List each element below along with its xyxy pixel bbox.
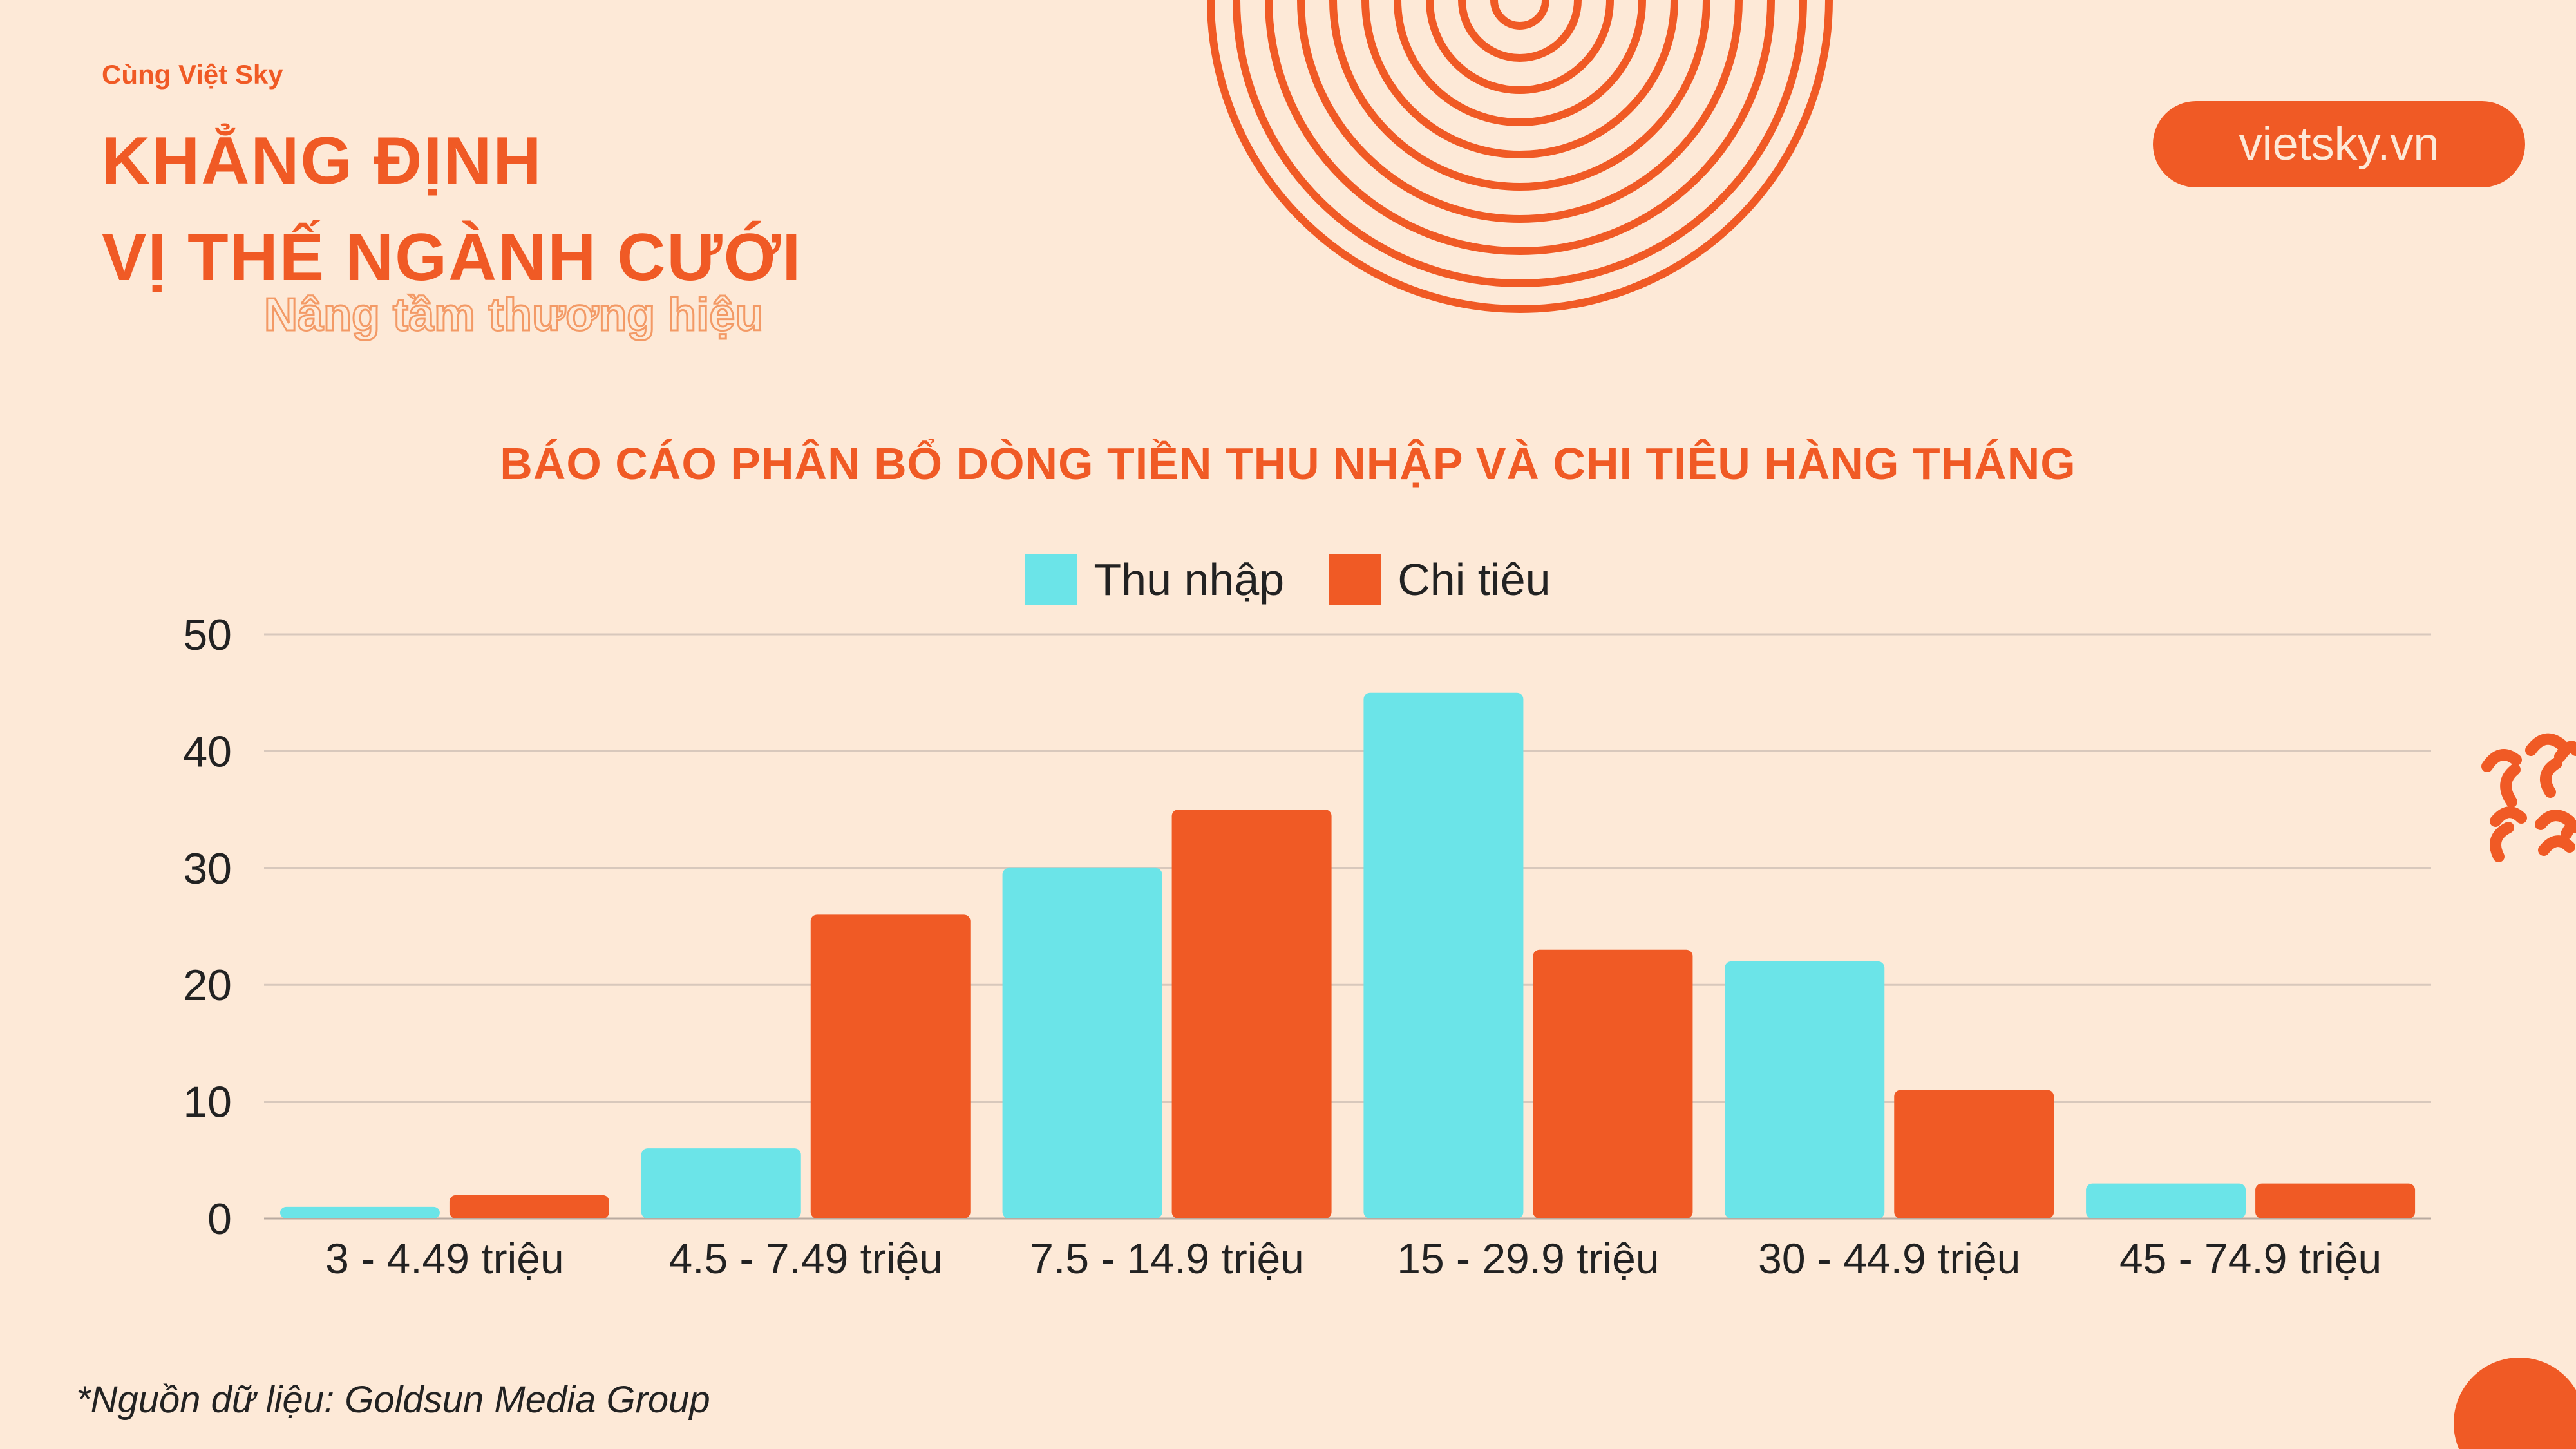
data-source-note: *Nguồn dữ liệu: Goldsun Media Group <box>76 1379 710 1421</box>
bar-income <box>1002 867 1162 1218</box>
legend-item-income: Thu nhập <box>1025 554 1284 605</box>
y-tick-label: 10 <box>183 1078 232 1127</box>
legend-swatch-spending <box>1329 554 1381 605</box>
x-tick-label: 30 - 44.9 triệu <box>1758 1235 2020 1282</box>
y-tick-label: 20 <box>183 961 232 1010</box>
brand-title-line-2: VỊ THẾ NGÀNH CƯỚI <box>102 220 802 295</box>
corner-circle-decoration <box>2454 1358 2576 1449</box>
website-button[interactable]: vietsky.vn <box>2153 101 2525 187</box>
legend-swatch-income <box>1025 554 1077 605</box>
bar-spending <box>1894 1090 2054 1218</box>
brand-tagline: Nâng tầm thương hiệu <box>263 289 764 342</box>
bar-income <box>1363 692 1524 1218</box>
y-tick-label: 40 <box>183 727 232 776</box>
brand-small-label: Cùng Việt Sky <box>102 59 283 90</box>
bar-spending <box>2255 1183 2416 1218</box>
legend-label-income: Thu nhập <box>1094 554 1285 605</box>
x-tick-label: 3 - 4.49 triệu <box>325 1235 564 1282</box>
bar-spending <box>1533 949 1693 1218</box>
legend-label-spending: Chi tiêu <box>1397 554 1551 605</box>
squiggle-decoration <box>2481 733 2576 862</box>
bar-income <box>2086 1183 2246 1218</box>
bar-spending <box>1171 810 1332 1218</box>
y-tick-label: 50 <box>183 611 232 659</box>
brand-title: KHẲNG ĐỊNH VỊ THẾ NGÀNH CƯỚI <box>102 113 802 306</box>
bar-spending <box>810 914 971 1218</box>
concentric-circles-decoration <box>1207 0 1833 313</box>
legend-item-spending: Chi tiêu <box>1329 554 1551 605</box>
bar-income <box>279 1206 440 1218</box>
bar-spending <box>449 1195 609 1218</box>
x-tick-label: 4.5 - 7.49 triệu <box>668 1235 943 1282</box>
x-tick-label: 15 - 29.9 triệu <box>1397 1235 1659 1282</box>
chart-legend: Thu nhập Chi tiêu <box>0 554 2576 605</box>
bar-income <box>641 1148 801 1218</box>
x-tick-label: 7.5 - 14.9 triệu <box>1030 1235 1304 1282</box>
y-tick-label: 30 <box>183 844 232 893</box>
brand-title-line-1: KHẲNG ĐỊNH <box>102 124 543 198</box>
chart-title: BÁO CÁO PHÂN BỔ DÒNG TIỀN THU NHẬP VÀ CH… <box>500 439 2076 489</box>
x-tick-label: 45 - 74.9 triệu <box>2119 1235 2382 1282</box>
y-tick-label: 0 <box>207 1195 232 1244</box>
bar-income <box>1725 961 1885 1218</box>
